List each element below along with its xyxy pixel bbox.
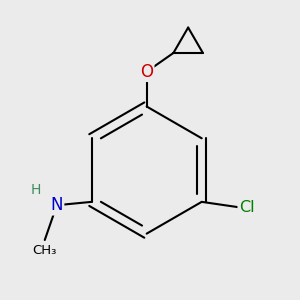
Text: H: H xyxy=(30,184,40,197)
Text: N: N xyxy=(51,196,63,214)
Text: CH₃: CH₃ xyxy=(33,244,57,256)
Text: O: O xyxy=(140,63,153,81)
Text: Cl: Cl xyxy=(239,200,254,215)
